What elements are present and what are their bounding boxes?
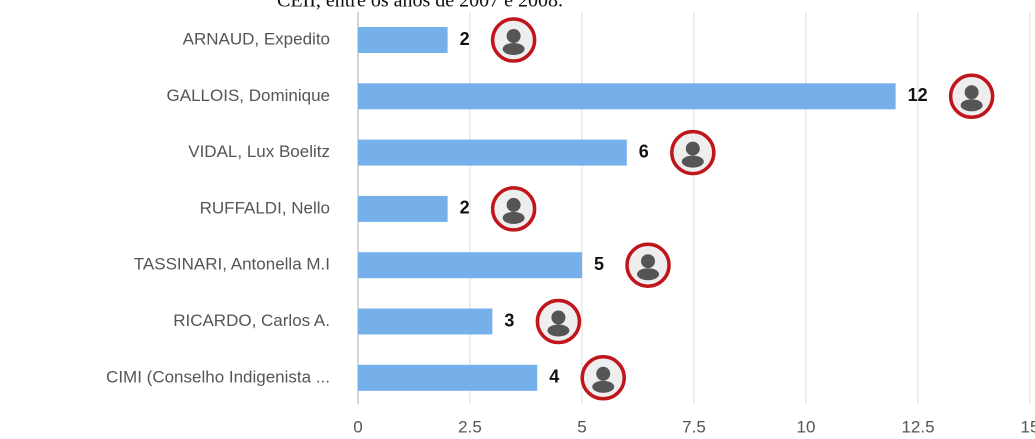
y-tick-label: GALLOIS, Dominique	[167, 86, 330, 105]
avatar-face	[551, 311, 565, 325]
x-tick-label: 15	[1021, 417, 1035, 436]
avatar-body	[637, 268, 659, 280]
y-tick-label: CIMI (Conselho Indigenista ...	[106, 367, 330, 386]
avatar-face	[507, 29, 521, 43]
avatar-body	[503, 43, 525, 55]
bar	[358, 27, 448, 53]
bar	[358, 252, 582, 278]
value-label: 5	[594, 254, 604, 274]
bar	[358, 309, 492, 335]
value-label: 2	[460, 198, 470, 218]
avatar-face	[596, 367, 610, 381]
value-label: 3	[504, 310, 514, 330]
y-tick-label: RICARDO, Carlos A.	[173, 311, 330, 330]
y-tick-label: ARNAUD, Expedito	[183, 29, 330, 48]
bar	[358, 196, 448, 222]
avatar-body	[503, 212, 525, 224]
bar	[358, 365, 537, 391]
x-tick-label: 5	[577, 417, 586, 436]
avatar-body	[592, 381, 614, 393]
avatar-face	[641, 254, 655, 268]
chart: CEII, entre os anos de 2007 e 2008. 0 2.5…	[0, 0, 1035, 439]
x-tick-label: 12.5	[901, 417, 934, 436]
avatar-body	[682, 156, 704, 168]
avatar-face	[507, 198, 521, 212]
y-tick-label: TASSINARI, Antonella M.I	[134, 255, 330, 274]
y-tick-label: VIDAL, Lux Boelitz	[188, 142, 330, 161]
value-label: 4	[549, 367, 559, 387]
avatar-face	[686, 142, 700, 156]
value-label: 2	[460, 29, 470, 49]
chart-title: CEII, entre os anos de 2007 e 2008.	[277, 0, 563, 12]
x-tick-label: 2.5	[458, 417, 482, 436]
value-label: 12	[908, 85, 928, 105]
page: CEII, entre os anos de 2007 e 2008. 0 2.5…	[0, 0, 1035, 439]
bar	[358, 140, 627, 166]
avatar-body	[547, 325, 569, 337]
bar	[358, 83, 896, 109]
y-tick-label: RUFFALDI, Nello	[200, 198, 330, 217]
value-label: 6	[639, 141, 649, 161]
avatar-face	[965, 85, 979, 99]
x-tick-label: 0	[353, 417, 362, 436]
x-tick-label: 7.5	[682, 417, 706, 436]
x-tick-label: 10	[797, 417, 816, 436]
avatar-body	[961, 99, 983, 111]
